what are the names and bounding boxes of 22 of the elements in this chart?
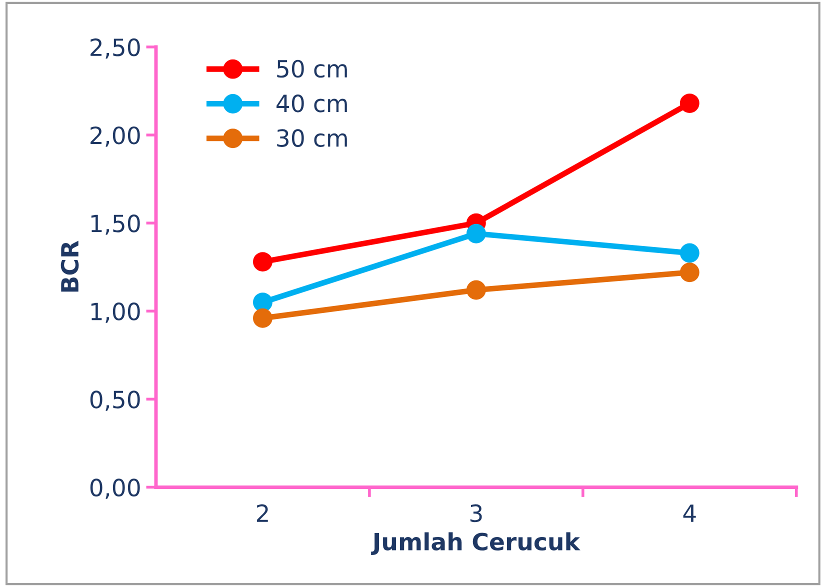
- point: [252, 252, 272, 272]
- point: [680, 94, 700, 114]
- y-tick-label: 1,50: [91, 214, 140, 235]
- y-tick-label: 0,50: [90, 390, 140, 411]
- y-tick-label: 0,00: [90, 478, 140, 499]
- y-tick-label: 1,00: [91, 302, 140, 323]
- x-tick-label: 4: [683, 504, 696, 522]
- point: [466, 280, 486, 300]
- point: [252, 292, 272, 312]
- point: [680, 243, 700, 263]
- y-tick-label: 2,00: [90, 126, 140, 147]
- y-axis-title: BCR: [60, 240, 79, 292]
- x-tick-label: 2: [256, 504, 268, 522]
- point: [466, 224, 486, 244]
- point: [252, 308, 272, 328]
- y-tick-label: 2,50: [90, 38, 140, 59]
- legend-label: 50 cm: [277, 60, 347, 78]
- x-tick-label: 3: [470, 504, 482, 522]
- legend-label: 30 cm: [277, 129, 347, 147]
- point: [680, 262, 700, 282]
- x-axis-title: Jumlah Cerucuk: [371, 532, 580, 555]
- legend-label: 40 cm: [276, 94, 347, 112]
